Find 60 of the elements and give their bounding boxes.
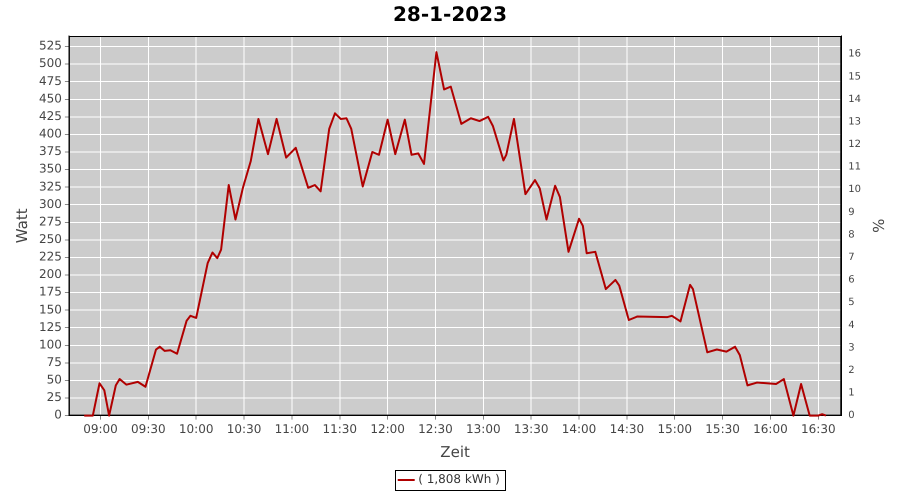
y2-tick-label: 7 bbox=[848, 252, 855, 264]
x-tick-label: 09:30 bbox=[131, 422, 166, 436]
y-tick-label: 475 bbox=[39, 74, 62, 88]
y2-tick-label: 1 bbox=[848, 388, 855, 399]
y-tick-label: 50 bbox=[46, 372, 62, 387]
x-tick-label: 10:30 bbox=[226, 422, 262, 436]
y-tick-label: 425 bbox=[39, 108, 62, 123]
y2-tick-label: 0 bbox=[848, 410, 855, 422]
y-tick-label: 150 bbox=[39, 302, 62, 316]
y-tick-label: 350 bbox=[39, 162, 62, 176]
y-axis-title: Watt bbox=[12, 208, 31, 244]
y-tick-label: 500 bbox=[39, 56, 62, 70]
y-tick-label: 375 bbox=[39, 144, 62, 158]
y-tick-label: 525 bbox=[39, 38, 62, 53]
y2-tick-label: 14 bbox=[848, 94, 862, 105]
y2-tick-label: 8 bbox=[848, 229, 855, 240]
x-tick-label: 15:30 bbox=[705, 422, 740, 436]
x-tick-label: 13:00 bbox=[466, 422, 501, 436]
x-tick-label: 15:00 bbox=[657, 422, 692, 436]
y2-tick-label: 5 bbox=[848, 297, 855, 308]
x-tick-label: 13:30 bbox=[514, 422, 548, 436]
x-tick-label: 12:30 bbox=[418, 422, 453, 436]
y-tick-label: 200 bbox=[39, 267, 62, 282]
x-tick-label: 11:30 bbox=[322, 422, 358, 436]
x-tick-label: 16:30 bbox=[801, 422, 836, 436]
y-tick-label: 275 bbox=[39, 214, 62, 228]
y2-tick-label: 3 bbox=[848, 342, 855, 354]
y2-tick-label: 2 bbox=[848, 365, 855, 376]
y2-tick-label: 16 bbox=[848, 48, 862, 60]
y2-tick-label: 10 bbox=[848, 184, 862, 196]
y-tick-label: 450 bbox=[39, 91, 62, 106]
x-tick-label: 14:30 bbox=[610, 422, 644, 436]
y-tick-label: 400 bbox=[39, 126, 62, 141]
y2-tick-label: 15 bbox=[848, 71, 862, 82]
x-tick-label: 14:00 bbox=[562, 422, 596, 436]
y-tick-label: 25 bbox=[46, 390, 62, 404]
y-tick-label: 125 bbox=[39, 320, 62, 334]
x-tick-label: 11:00 bbox=[274, 422, 310, 436]
y-tick-label: 0 bbox=[54, 408, 62, 422]
y-tick-label: 75 bbox=[46, 355, 62, 370]
y-tick-label: 100 bbox=[39, 337, 62, 352]
y-tick-label: 250 bbox=[39, 232, 62, 246]
y2-axis-title: % bbox=[869, 218, 888, 233]
y2-tick-label: 6 bbox=[848, 274, 855, 286]
y2-tick-label: 4 bbox=[848, 320, 855, 331]
x-tick-label: 10:00 bbox=[178, 422, 214, 436]
y2-tick-label: 12 bbox=[848, 139, 862, 150]
x-tick-label: 12:00 bbox=[370, 422, 405, 436]
y2-tick-label: 9 bbox=[848, 206, 855, 218]
y-tick-label: 175 bbox=[39, 284, 62, 299]
y-tick-label: 300 bbox=[39, 196, 62, 211]
y2-tick-label: 13 bbox=[848, 116, 862, 128]
x-tick-label: 09:00 bbox=[83, 422, 118, 436]
x-tick-label: 16:00 bbox=[753, 422, 788, 436]
chart-title: 28-1-2023 bbox=[392, 2, 508, 26]
legend-label: ( 1,808 kWh ) bbox=[418, 472, 500, 486]
y2-tick-label: 11 bbox=[848, 162, 862, 173]
y-tick-label: 225 bbox=[39, 250, 62, 264]
x-axis-title: Zeit bbox=[440, 442, 470, 461]
y-tick-label: 325 bbox=[39, 179, 62, 194]
